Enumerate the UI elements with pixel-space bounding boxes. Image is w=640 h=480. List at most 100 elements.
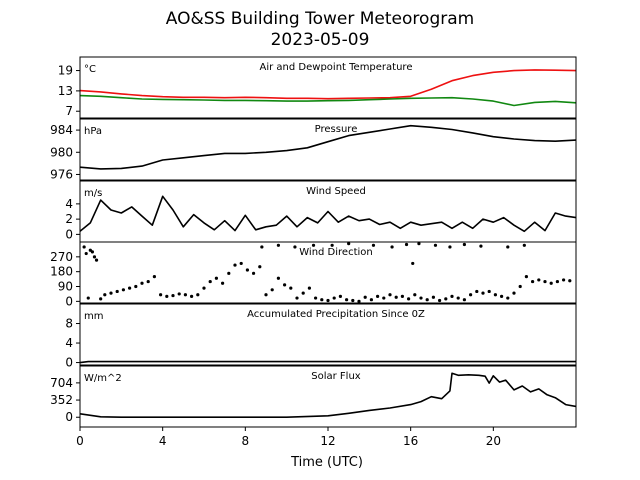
pressure-ytick-label: 976 [50,167,73,181]
wind-direction-point [413,293,417,297]
x-axis-label: Time (UTC) [290,455,363,470]
figure-subtitle: 2023-05-09 [271,30,370,50]
wind-direction-point [351,298,355,303]
xtick-label: 20 [486,434,501,448]
precipitation-line-0 [80,360,576,364]
wind-direction-point [456,296,460,300]
wind-direction-point [433,243,438,247]
pressure-line-0 [80,124,576,170]
wind-direction-point [438,298,442,303]
wind-direction-point [382,296,386,300]
wind-direction-point [276,276,280,280]
wind-direction-point [469,293,473,297]
wind-direction-point [518,284,522,289]
wind-speed-unit-label: m/s [84,188,102,199]
solar-flux-title: Solar Flux [311,371,361,382]
wind-direction-point [301,291,305,295]
pressure-series [80,124,576,170]
wind-direction-point [390,245,394,249]
wind-direction-point [177,292,181,296]
wind-direction-point [487,289,491,294]
wind-direction-series [82,242,572,303]
wind-direction-ytick-label: 90 [58,280,73,294]
solar-flux-line-0 [80,372,576,419]
wind-direction-point [369,298,373,302]
precipitation-frame [79,303,577,366]
solar-flux-ytick-label: 352 [50,393,73,407]
wind-direction-point [99,297,103,301]
wind-direction-point [417,242,421,246]
wind-direction-point [475,289,479,294]
wind-direction-point [289,286,293,290]
precipitation-ytick-label: 0 [65,356,73,370]
wind-direction-point [190,294,194,299]
panel-temperature: 7 13 19 Air and Dewpoint Temperature °C [58,56,577,119]
wind-direction-point [208,279,212,284]
wind-direction-point [543,279,547,284]
panel-wind-speed: 024 Wind Speed m/s [65,180,577,243]
xtick-label: 4 [159,434,167,448]
wind-direction-point [260,245,264,249]
solar-flux-series [80,372,576,419]
wind-direction-point [481,291,485,295]
wind-direction-point [462,298,466,302]
wind-direction-point [376,294,380,299]
wind-direction-point [537,278,541,282]
wind-direction-point [388,293,392,297]
wind-direction-point [431,295,435,299]
wind-direction-point [425,298,429,302]
wind-direction-point [196,293,200,297]
wind-direction-point [506,245,510,249]
wind-direction-point [493,293,497,297]
wind-direction-point [531,279,535,284]
wind-speed-title: Wind Speed [306,186,366,197]
wind-direction-point [146,279,150,284]
wind-direction-point [357,299,361,303]
wind-direction-point [314,296,318,300]
wind-speed-ytick-label: 4 [65,197,73,211]
wind-speed-series [80,195,576,233]
wind-direction-ytick-label: 0 [65,294,73,308]
wind-direction-point [338,294,342,299]
temperature-line-0 [80,69,576,100]
wind-direction-point [363,295,367,299]
wind-direction-point [84,251,88,256]
wind-direction-point [258,265,262,269]
wind-direction-point [214,276,218,280]
solar-flux-ytick-label: 0 [65,410,73,424]
wind-direction-point [524,275,529,279]
wind-direction-point [88,248,92,252]
wind-speed-ytick-label: 0 [65,227,73,241]
wind-speed-ytick-label: 2 [65,212,73,226]
solar-flux-unit-label: W/m^2 [84,373,122,384]
wind-direction-point [140,281,144,285]
wind-direction-point [307,286,311,290]
wind-direction-point [332,296,336,300]
wind-direction-point [82,245,86,249]
wind-direction-point [293,245,297,249]
wind-direction-point [479,244,483,248]
wind-direction-point [411,261,415,266]
panel-solar-flux: 0 352 704 Solar Flux W/m^2 [50,365,577,428]
wind-speed-line-0 [80,195,576,233]
wind-direction-point [506,296,510,300]
wind-direction-point [221,281,225,285]
wind-direction-point [448,245,452,249]
wind-direction-point [134,284,138,289]
wind-direction-point [568,279,572,283]
figure-title: AO&SS Building Tower Meteorogram [166,9,474,29]
precipitation-series [80,360,576,364]
temperature-ytick-label: 7 [65,104,73,118]
wind-direction-point [450,294,454,299]
wind-direction-point [320,298,324,302]
wind-direction-point [330,243,334,247]
panel-precipitation: 0 4 8 Accumulated Precipitation Since 0Z mm [65,303,577,370]
panel-pressure: 976 980 984 Pressure hPa [50,118,577,181]
wind-direction-point [86,296,90,300]
wind-direction-point [295,296,299,300]
wind-direction-point [345,298,349,302]
wind-direction-point [549,281,553,285]
wind-direction-point [128,286,132,290]
wind-direction-point [103,293,107,297]
precipitation-ytick-label: 8 [65,317,73,331]
